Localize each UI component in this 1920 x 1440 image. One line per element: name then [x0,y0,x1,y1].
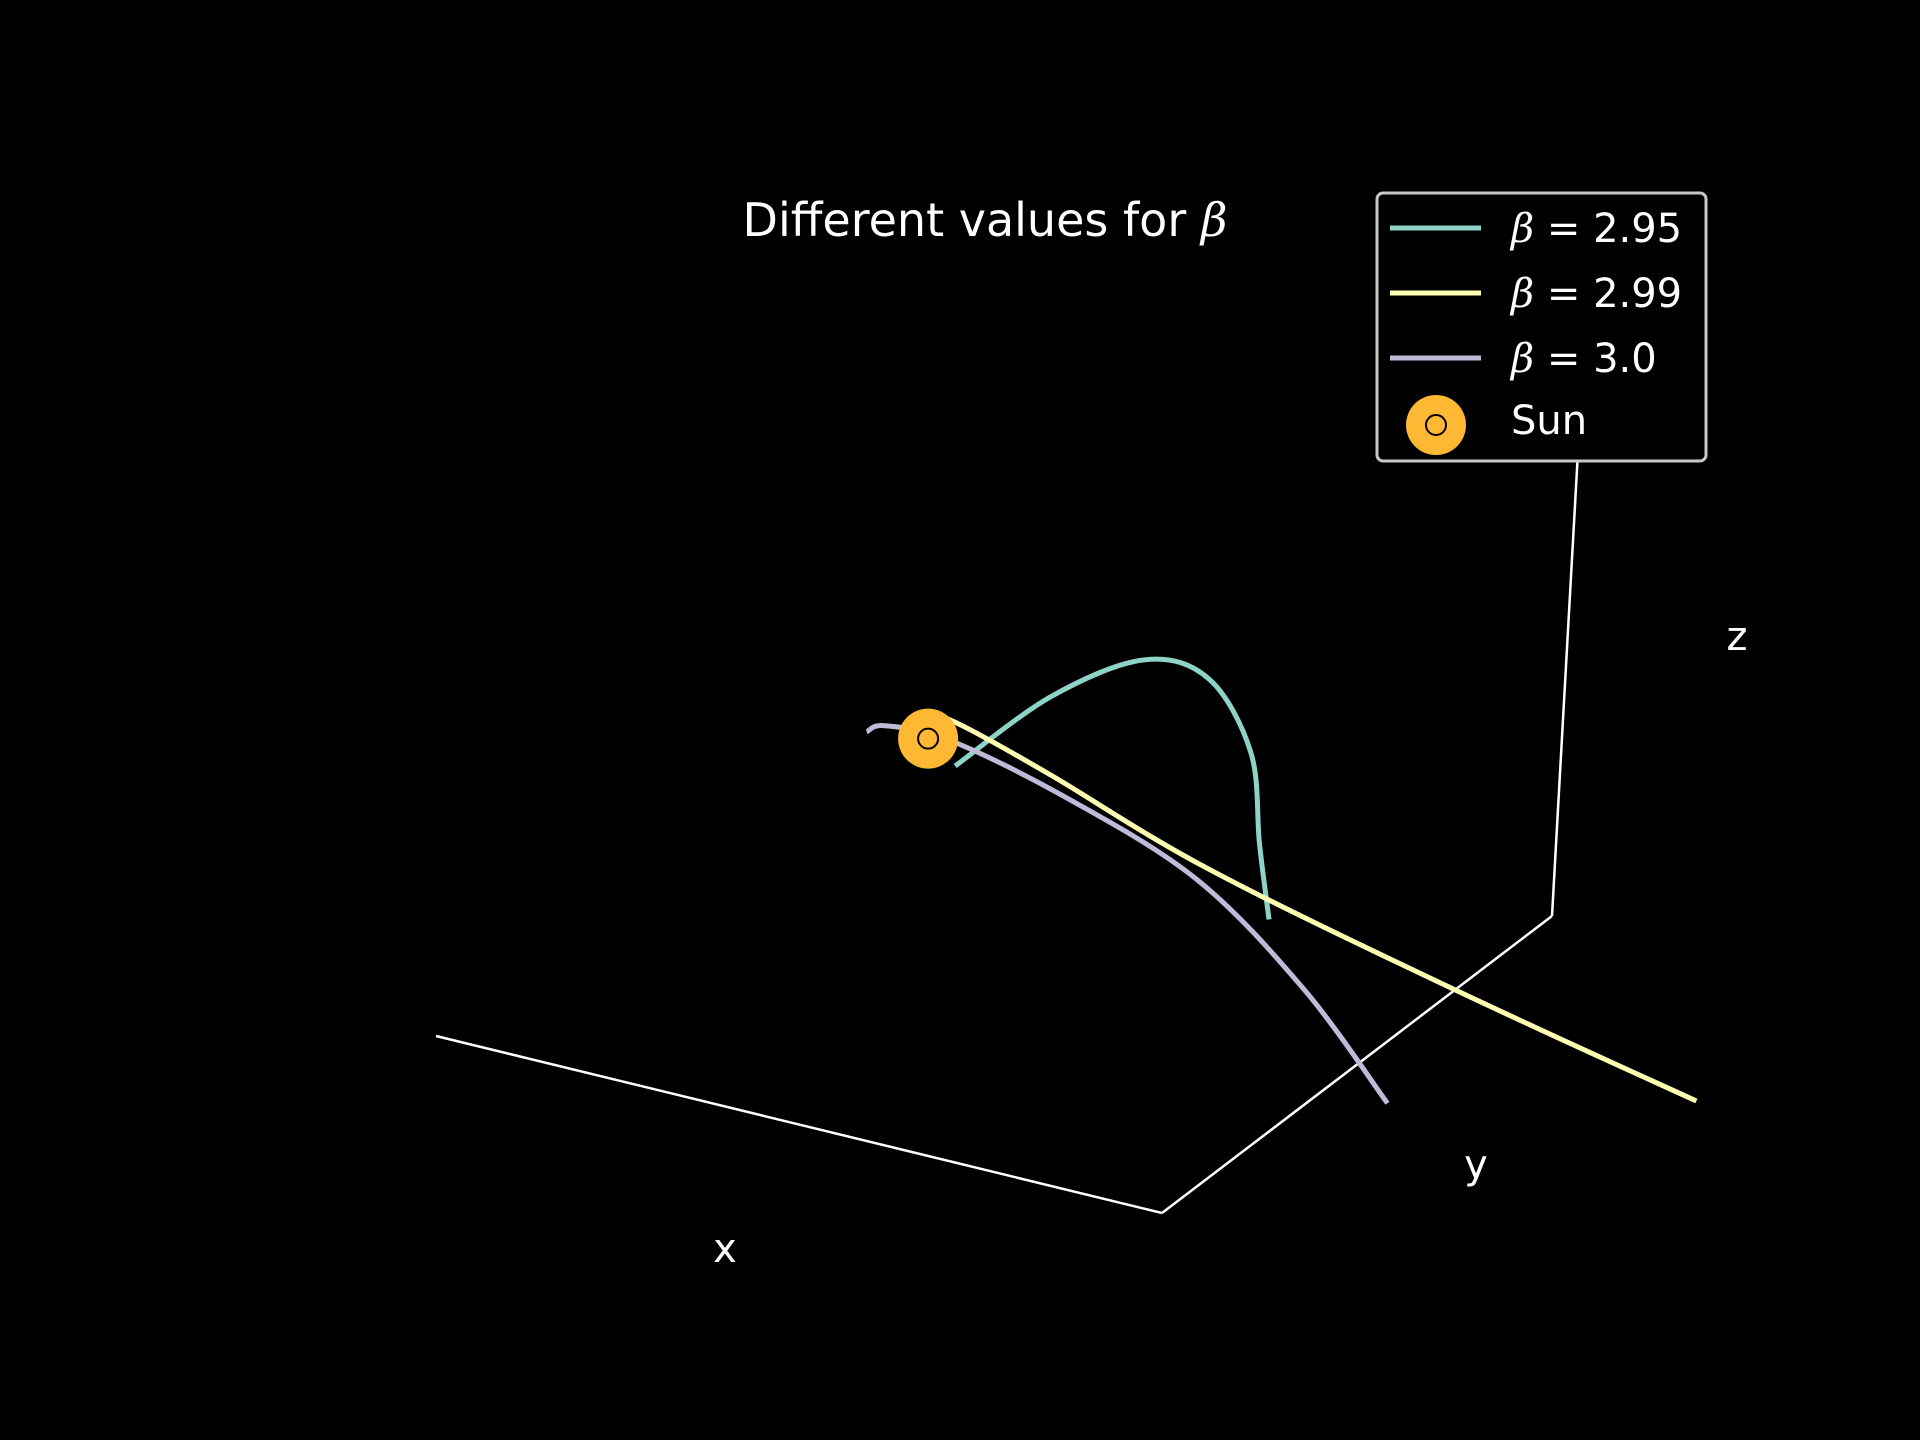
y-axis-line [1161,915,1553,1214]
sun-marker-ring [917,727,940,750]
chart-title: Different values for β [743,193,1228,247]
legend-label-sun: Sun [1511,398,1587,444]
legend: β = 2.95 β = 2.99 β = 3.0 Sun [1375,191,1708,463]
z-axis-label: z [1727,614,1748,660]
legend-entry-sun: Sun [1406,395,1587,455]
chart-title-prefix: Different values for [743,193,1201,247]
legend-entry-2: β = 2.99 [1390,271,1682,317]
chart-title-symbol: β [1199,193,1228,247]
y-axis-label: y [1464,1142,1488,1188]
legend-entry-1: β = 2.95 [1390,206,1682,252]
legend-label-1: β = 2.95 [1509,206,1682,252]
legend-sun-ring [1425,414,1447,436]
legend-entry-3: β = 3.0 [1390,336,1657,382]
series-line-3 [865,723,1390,1105]
legend-sun-disc [1406,395,1466,455]
sun-marker [898,708,959,769]
z-axis-line [1550,379,1584,917]
series-line-2 [930,709,1698,1104]
series-layer [865,656,1698,1105]
sun-marker-disc [898,708,959,769]
series-line-1 [953,656,1272,920]
x-axis-line [435,1034,1163,1215]
legend-label-2: β = 2.99 [1509,271,1682,317]
x-axis-label: x [713,1226,737,1272]
legend-label-3: β = 3.0 [1509,336,1657,382]
legend-frame [1375,191,1708,463]
legend-entries: β = 2.95 β = 2.99 β = 3.0 [1390,206,1682,382]
